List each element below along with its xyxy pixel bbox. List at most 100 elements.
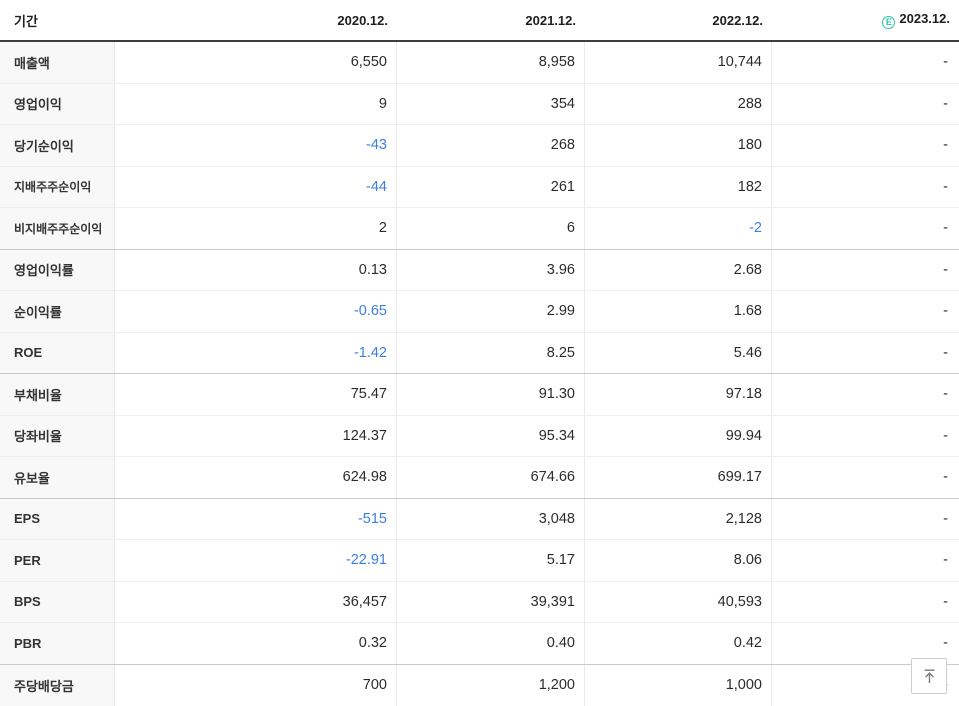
value-cell-2022: 182 [585,166,772,207]
table-body: 매출액 6,550 8,958 10,744 - 영업이익 9 354 288 … [0,42,959,706]
value-cell-2021: 0.40 [397,623,585,664]
value-cell-2020: 9 [115,83,397,124]
value-cell-2020: -1.42 [115,332,397,373]
table-row: 부채비율 75.47 91.30 97.18 - [0,374,959,416]
row-label: 비지배주주순이익 [0,208,115,249]
column-header-2022: 2022.12. [712,12,763,28]
value-cell-2023: - [943,178,948,195]
value-cell-2020: 0.13 [115,249,397,290]
row-label: 순이익률 [0,291,115,332]
value-cell-2023: - [943,469,948,486]
value-cell-2020: 700 [115,664,397,706]
value-cell-2023: - [943,344,948,361]
value-cell-2023: - [943,427,948,444]
value-cell-2020: -44 [115,166,397,207]
value-cell-2022: 8.06 [585,540,772,581]
value-cell-2020: -22.91 [115,540,397,581]
row-label: 지배주주순이익 [0,166,115,207]
period-column-header: 기간 [14,13,38,29]
value-cell-2021: 354 [397,83,585,124]
value-cell-2020: -43 [115,125,397,166]
value-cell-2021: 39,391 [397,581,585,622]
column-header-2020: 2020.12. [337,12,388,28]
value-cell-2023: - [943,303,948,320]
value-cell-2021: 268 [397,125,585,166]
value-cell-2023: - [943,54,948,71]
table-row: 당기순이익 -43 268 180 - [0,125,959,167]
value-cell-2023: - [943,510,948,527]
row-label: 영업이익률 [0,249,115,290]
table-header-row: 기간 2020.12. 2021.12. 2022.12. E 2023.12. [0,0,959,42]
value-cell-2022: 180 [585,125,772,166]
column-header-2023-label: 2023.12. [899,11,950,26]
value-cell-2021: 261 [397,166,585,207]
value-cell-2021: 1,200 [397,664,585,706]
value-cell-2021: 8,958 [397,42,585,83]
table-row: ROE -1.42 8.25 5.46 - [0,332,959,374]
value-cell-2020: 624.98 [115,457,397,498]
value-cell-2021: 2.99 [397,291,585,332]
value-cell-2022: 1.68 [585,291,772,332]
value-cell-2022: 699.17 [585,457,772,498]
column-header-2021: 2021.12. [525,12,576,28]
value-cell-2020: -0.65 [115,291,397,332]
value-cell-2023: - [943,137,948,154]
row-label: 주당배당금 [0,664,115,706]
row-label: ROE [0,332,115,373]
value-cell-2020: 75.47 [115,374,397,415]
value-cell-2023: - [943,635,948,652]
row-label: BPS [0,581,115,622]
row-label: 부채비율 [0,374,115,415]
column-header-2023-estimate: E 2023.12. [772,11,959,29]
value-cell-2023: - [943,95,948,112]
row-label: 유보율 [0,457,115,498]
value-cell-2022: -2 [585,208,772,249]
table-row: 비지배주주순이익 2 6 -2 - [0,208,959,250]
value-cell-2021: 8.25 [397,332,585,373]
value-cell-2022: 2.68 [585,249,772,290]
row-label: 영업이익 [0,83,115,124]
table-row: 영업이익 9 354 288 - [0,83,959,125]
value-cell-2022: 99.94 [585,415,772,456]
value-cell-2022: 288 [585,83,772,124]
table-row: 영업이익률 0.13 3.96 2.68 - [0,249,959,291]
value-cell-2023: - [943,220,948,237]
value-cell-2021: 91.30 [397,374,585,415]
value-cell-2020: 0.32 [115,623,397,664]
table-row: EPS -515 3,048 2,128 - [0,498,959,540]
table-row: PBR 0.32 0.40 0.42 - [0,623,959,665]
value-cell-2020: 2 [115,208,397,249]
value-cell-2020: 36,457 [115,581,397,622]
table-row: 주당배당금 700 1,200 1,000 - [0,664,959,706]
scroll-to-top-button[interactable] [911,658,947,694]
table-row: 당좌비율 124.37 95.34 99.94 - [0,415,959,457]
value-cell-2023: - [943,552,948,569]
value-cell-2023: - [943,386,948,403]
row-label: EPS [0,498,115,539]
value-cell-2020: 124.37 [115,415,397,456]
value-cell-2021: 3,048 [397,498,585,539]
estimate-badge-icon: E [882,16,896,29]
value-cell-2021: 6 [397,208,585,249]
table-row: 순이익률 -0.65 2.99 1.68 - [0,291,959,333]
value-cell-2021: 95.34 [397,415,585,456]
row-label: PBR [0,623,115,664]
value-cell-2022: 5.46 [585,332,772,373]
value-cell-2021: 5.17 [397,540,585,581]
table-row: PER -22.91 5.17 8.06 - [0,540,959,582]
value-cell-2023: - [943,261,948,278]
value-cell-2020: 6,550 [115,42,397,83]
row-label: 당기순이익 [0,125,115,166]
value-cell-2022: 0.42 [585,623,772,664]
value-cell-2022: 2,128 [585,498,772,539]
row-label: 매출액 [0,42,115,83]
scroll-to-top-icon [921,668,938,685]
table-row: 유보율 624.98 674.66 699.17 - [0,457,959,499]
value-cell-2022: 1,000 [585,664,772,706]
value-cell-2020: -515 [115,498,397,539]
row-label: 당좌비율 [0,415,115,456]
table-row: BPS 36,457 39,391 40,593 - [0,581,959,623]
row-label: PER [0,540,115,581]
value-cell-2021: 674.66 [397,457,585,498]
